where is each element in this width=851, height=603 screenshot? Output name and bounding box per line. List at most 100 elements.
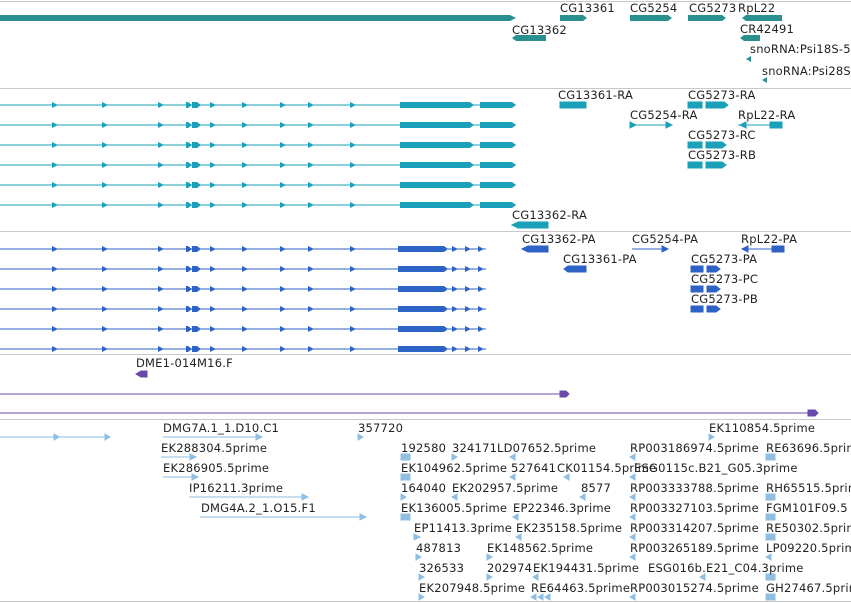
est-glyph-ek194431[interactable] <box>532 573 539 581</box>
gene-label-snorna-psi28s[interactable]: snoRNA:Psi28S- <box>762 64 851 78</box>
est-glyph-8577[interactable] <box>579 493 586 501</box>
est-glyph-ep22346[interactable] <box>512 513 519 521</box>
est-glyph-esg016b[interactable] <box>699 573 706 581</box>
est-glyph-357720[interactable] <box>357 433 364 441</box>
protein-model-row[interactable] <box>0 326 486 332</box>
est-label-fgm101f09[interactable]: FGM101F09.5 <box>766 501 848 515</box>
est-glyph-rp003327103[interactable] <box>629 513 636 521</box>
transcript-glyph-cg13361-ra[interactable] <box>559 101 587 109</box>
protein-model-row[interactable] <box>0 246 486 252</box>
est-label-rp003314207[interactable]: RP003314207.5prime <box>630 521 759 535</box>
gene-glyph-large[interactable] <box>0 15 516 21</box>
est-glyph-ld07652[interactable] <box>509 453 516 461</box>
gene-glyph-cg5254[interactable] <box>630 15 672 21</box>
gene-label-cr42491[interactable]: CR42491 <box>740 22 795 36</box>
protein-label-cg5273-pc[interactable]: CG5273-PC <box>691 272 759 286</box>
gene-glyph-cg5273[interactable] <box>688 15 726 21</box>
est-glyph-ek207948[interactable] <box>418 593 425 601</box>
est-glyph-rp003186974[interactable] <box>629 453 636 461</box>
est-label-rp003186974[interactable]: RP003186974.5prime <box>630 441 759 455</box>
est-label-re50302[interactable]: RE50302.5prime <box>766 521 851 535</box>
est-label-487813[interactable]: 487813 <box>416 541 462 555</box>
est-glyph-527641[interactable] <box>509 473 516 481</box>
est-label-ek202957[interactable]: EK202957.5prime <box>452 481 559 495</box>
protein-glyph-cg5273-pa[interactable] <box>690 265 704 273</box>
transcript-glyph-cg5273-rc[interactable] <box>687 141 703 149</box>
est-label-rp003327103[interactable]: RP003327103.5prime <box>630 501 759 515</box>
est-glyph-202974[interactable] <box>486 573 493 581</box>
protein-label-cg5273-pa[interactable]: CG5273-PA <box>691 252 758 266</box>
est-label-ek104962[interactable]: EK104962.5prime <box>401 461 508 475</box>
est-label-rh65515[interactable]: RH65515.5prime <box>766 481 851 495</box>
est-label-rp003333788[interactable]: RP003333788.5prime <box>630 481 759 495</box>
est-label-dmg4a[interactable]: DMG4A.2_1.O15.F1 <box>201 501 316 515</box>
est-glyph-rp003015274[interactable] <box>765 573 776 581</box>
protein-model-row[interactable] <box>0 266 486 272</box>
est-label-ek286905[interactable]: EK286905.5prime <box>163 461 270 475</box>
est-label-326533[interactable]: 326533 <box>419 561 465 575</box>
transcript-label-rpl22-ra[interactable]: RpL22-RA <box>738 108 796 122</box>
est-label-324171[interactable]: 324171 <box>452 441 498 455</box>
transcript-model-row[interactable] <box>0 122 516 128</box>
est-label-202974[interactable]: 202974 <box>487 561 533 575</box>
protein-glyph-cg5273-pb[interactable] <box>690 305 704 313</box>
est-glyph-ek110854[interactable] <box>708 433 715 441</box>
est-glyph-fgm101f09[interactable] <box>765 513 776 521</box>
transcript-label-cg5273-ra[interactable]: CG5273-RA <box>688 88 756 102</box>
protein-model-row[interactable] <box>0 286 486 292</box>
protein-label-cg5273-pb[interactable]: CG5273-PB <box>691 292 758 306</box>
transcript-model-row[interactable] <box>0 182 516 188</box>
est-label-gh27467[interactable]: GH27467.5prime <box>766 581 851 595</box>
est-label-esg016b[interactable]: ESG016b.E21_C04.3prime <box>648 561 804 575</box>
gene-glyph-snorna-28s[interactable] <box>762 77 767 83</box>
est-label-rp003265189[interactable]: RP003265189.5prime <box>630 541 759 555</box>
est-label-ek288304[interactable]: EK288304.5prime <box>161 441 268 455</box>
est-label-dmg7a[interactable]: DMG7A.1_1.D10.C1 <box>163 421 280 435</box>
transcript-label-cg13361-ra[interactable]: CG13361-RA <box>558 88 634 102</box>
gene-label-cg5273[interactable]: CG5273 <box>689 1 737 15</box>
est-label-ek136005[interactable]: EK136005.5prime <box>401 501 508 515</box>
gene-glyph-rpl22[interactable] <box>742 15 782 21</box>
est-label-527641[interactable]: 527641 <box>511 461 557 475</box>
est-label-ck01154[interactable]: CK01154.5prime <box>557 461 657 475</box>
est-glyph-ek202957[interactable] <box>451 493 458 501</box>
gene-label-snorna-psi18s[interactable]: snoRNA:Psi18S-51 <box>750 42 851 56</box>
gene-glyph-cg13362[interactable] <box>512 35 546 41</box>
est-glyph-ek136005[interactable] <box>400 513 411 521</box>
gene-glyph-cr42491[interactable] <box>740 35 760 41</box>
est-glyph-re50302[interactable] <box>765 533 776 541</box>
protein-glyph-cg5273-pc[interactable] <box>690 285 704 293</box>
est-glyph-rp003333788[interactable] <box>629 493 636 501</box>
est-label-ek207948[interactable]: EK207948.5prime <box>419 581 526 595</box>
est-label-192580[interactable]: 192580 <box>401 441 447 455</box>
est-glyph-ek148562[interactable] <box>486 553 493 561</box>
transcript-glyph-cg13362-ra[interactable] <box>510 221 549 229</box>
est-label-8577[interactable]: 8577 <box>581 481 612 495</box>
est-glyph-rp003015274-b[interactable] <box>629 593 636 601</box>
est-label-ip16211[interactable]: IP16211.3prime <box>189 481 284 495</box>
est-glyph-gh27467[interactable] <box>765 593 776 601</box>
est-glyph-ep11413[interactable] <box>413 533 422 541</box>
protein-model-row[interactable] <box>0 346 486 352</box>
est-glyph-re64463[interactable] <box>530 593 537 601</box>
est-label-ek110854[interactable]: EK110854.5prime <box>709 421 816 435</box>
gene-glyph-snorna-18s[interactable] <box>746 56 751 62</box>
est-label-re64463[interactable]: RE64463.5prime <box>531 581 631 595</box>
est-glyph-rp003314207[interactable] <box>629 533 636 541</box>
est-label-ld07652[interactable]: LD07652.5prime <box>497 441 597 455</box>
gene-label-cg5254[interactable]: CG5254 <box>630 1 678 15</box>
est-label-ek148562[interactable]: EK148562.5prime <box>487 541 594 555</box>
est-glyph-lp09220[interactable] <box>765 553 772 561</box>
transcript-model-row[interactable] <box>0 162 516 168</box>
est-label-ep22346[interactable]: EP22346.3prime <box>513 501 612 515</box>
protein-label-cg13361-pa[interactable]: CG13361-PA <box>563 252 637 266</box>
est-glyph-324171[interactable] <box>451 453 458 461</box>
protein-label-rpl22-pa[interactable]: RpL22-PA <box>741 232 798 246</box>
transcript-label-cg5273-rc[interactable]: CG5273-RC <box>688 128 756 142</box>
est-label-357720[interactable]: 357720 <box>358 421 404 435</box>
est-label-164040[interactable]: 164040 <box>401 481 447 495</box>
gene-label-rpl22[interactable]: RpL22 <box>738 1 776 15</box>
clone-glyph-dme1-014m16[interactable] <box>135 370 148 378</box>
transcript-model-row[interactable] <box>0 102 516 108</box>
protein-model-row[interactable] <box>0 306 486 312</box>
